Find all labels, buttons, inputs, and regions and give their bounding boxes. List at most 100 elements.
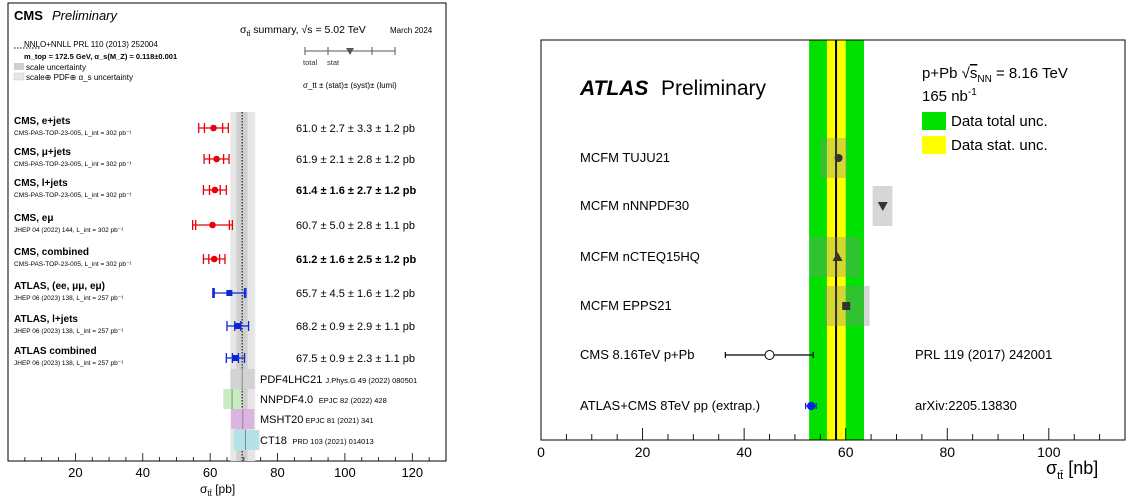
pdf-band-ct18 — [233, 430, 260, 450]
cms-measurements — [191, 123, 250, 363]
measurement-ref-atlas-combined: JHEP 06 (2023) 138, L_int = 257 pb⁻¹ — [14, 360, 124, 367]
cms-measurement-values: 61.0 ± 2.7 ± 3.3 ± 1.2 pb 61.9 ± 2.1 ± 2.… — [296, 123, 417, 365]
theory-legend-line2: m_top = 172.5 GeV, α_s(M_Z) = 0.118±0.00… — [24, 52, 177, 61]
r-x-tick-label-40: 40 — [736, 444, 752, 460]
central-value-marker — [209, 221, 216, 229]
pdf-ref-pdf4lhc21: J.Phys.G 49 (2022) 080501 — [325, 376, 417, 385]
theory-legend-line3: scale uncertainty — [26, 63, 86, 72]
x-tick-label-80: 80 — [270, 465, 284, 480]
measurement-label-atlas-l-jets: ATLAS, l+jets — [14, 314, 78, 325]
measurement-ref-atlas-cms-8tev-pp-extrap: arXiv:2205.13830 — [915, 398, 1017, 413]
atlas-data-bands — [809, 40, 864, 440]
measurement-cms-jets — [203, 154, 230, 164]
key-total-label: total — [303, 58, 318, 67]
prediction-label-mcfm-nnnpdf30: MCFM nNNPDF30 — [580, 198, 689, 213]
prediction-label-mcfm-tuju21: MCFM TUJU21 — [580, 150, 670, 165]
measurement-ref-atlas-ee-e: JHEP 06 (2023) 138, L_int = 257 pb⁻¹ — [14, 295, 124, 302]
measurement-value-cms-jets: 61.9 ± 2.1 ± 2.8 ± 1.2 pb — [296, 154, 415, 166]
measurement-ref-cms-jets: CMS-PAS-TOP-23-005, L_int = 302 pb⁻¹ — [14, 161, 132, 168]
cms-pdf-labels: PDF4LHC21 J.Phys.G 49 (2022) 080501 NNPDF4… — [260, 374, 417, 447]
atlas-title: ATLAS — [579, 77, 648, 100]
atlas-predictions — [724, 138, 893, 411]
prediction-mcfm-nnnpdf30 — [872, 186, 893, 226]
prediction-mcfm-tuju21 — [820, 138, 848, 178]
central-value-marker — [234, 323, 241, 329]
atlas-x-axis-label: σtt̄ [nb] — [1046, 458, 1098, 482]
measurement-value-cms-combined: 61.2 ± 1.6 ± 2.5 ± 1.2 pb — [296, 254, 417, 266]
measurement-cms-e-jets — [198, 123, 229, 133]
r-x-tick-label-100: 100 — [1037, 444, 1061, 460]
measurement-value-cms-e: 60.7 ± 5.0 ± 2.8 ± 1.1 pb — [296, 220, 415, 232]
cms-title: CMS — [14, 8, 43, 23]
central-value-marker — [226, 290, 233, 296]
cms-pdf-bands — [223, 369, 260, 450]
theory-legend-line4: scale⊕ PDF⊕ α_s uncertainty — [26, 73, 133, 82]
atlas-x-axis: 0 20 40 60 80 100 — [537, 428, 1126, 460]
central-value-marker — [213, 155, 220, 163]
measurement-cms-e — [191, 220, 234, 230]
error-bar-key: total stat — [303, 47, 396, 67]
atlas-prediction-labels: MCFM TUJU21 MCFM nNNPDF30 MCFM nCTEQ15HQ MC… — [580, 150, 1052, 413]
measurement-cms-combined — [202, 254, 226, 264]
measurement-ref-cms-e-jets: CMS-PAS-TOP-23-005, L_int = 302 pb⁻¹ — [14, 130, 132, 137]
prediction-marker — [877, 202, 888, 211]
value-marker — [806, 401, 816, 411]
x-tick-label-120: 120 — [401, 465, 423, 480]
atlas-system-label: p+Pb √sNN = 8.16 TeV — [922, 65, 1068, 85]
pdf-ref-msht20: EPJC 81 (2021) 341 — [306, 416, 374, 425]
measurement-label-cms-8-16tev-p-pb: CMS 8.16TeV p+Pb — [580, 347, 695, 362]
legend-stat-swatch — [922, 136, 946, 154]
pdf-band-msht20 — [231, 409, 255, 429]
measurement-atlas-ee-e — [212, 288, 247, 298]
measurement-atlas-combined — [225, 353, 246, 363]
r-x-tick-label-0: 0 — [537, 444, 545, 460]
prediction-uncertainty-box — [820, 138, 848, 178]
measurement-label-atlas-combined: ATLAS combined — [14, 346, 97, 357]
r-x-tick-label-60: 60 — [838, 444, 854, 460]
prediction-label-mcfm-epps21: MCFM EPPS21 — [580, 298, 672, 313]
central-value-marker — [232, 355, 239, 361]
cms-subtitle: Preliminary — [52, 8, 119, 23]
atlas-lumi-label: 165 nb-1 — [922, 87, 977, 105]
pdf-name-pdf4lhc21: PDF4LHC21 — [260, 374, 322, 386]
r-x-tick-label-20: 20 — [635, 444, 651, 460]
pdf-ref-nnpdf4-0: EPJC 82 (2022) 428 — [319, 396, 387, 405]
measurement-value-cms-e-jets: 61.0 ± 2.7 ± 3.3 ± 1.2 pb — [296, 123, 415, 135]
prediction-marker — [834, 154, 843, 162]
measurement-label-cms-e-jets: CMS, e+jets — [14, 116, 71, 127]
measurement-label-cms-combined: CMS, combined — [14, 247, 89, 258]
legend-total-label: Data total unc. — [951, 113, 1048, 130]
legend-stat-label: Data stat. unc. — [951, 137, 1048, 154]
prediction-label-mcfm-ncteq15hq: MCFM nCTEQ15HQ — [580, 249, 700, 264]
measurement-ref-cms-8-16tev-p-pb: PRL 119 (2017) 242001 — [915, 347, 1052, 362]
cms-summary-title: σtt̄ summary, √s = 5.02 TeV — [240, 24, 366, 38]
measurement-value-atlas-l-jets: 68.2 ± 0.9 ± 2.9 ± 1.1 pb — [296, 321, 415, 333]
measurement-value-atlas-combined: 67.5 ± 0.9 ± 2.3 ± 1.1 pb — [296, 353, 415, 365]
measurement-label-cms-l-jets: CMS, l+jets — [14, 178, 68, 189]
measurement-label-atlas-ee-e: ATLAS, (ee, μμ, eμ) — [14, 281, 105, 292]
pdf-name-msht20: MSHT20 — [260, 414, 303, 426]
cms-summary-chart: 20 40 60 80 100 120 CMS Preliminary σtt̄ summ… — [7, 2, 447, 498]
full-uncertainty-swatch — [13, 72, 25, 81]
pdf-name-nnpdf4-0: NNPDF4.0 — [260, 394, 313, 406]
x-tick-label-60: 60 — [203, 465, 217, 480]
measurement-cms-8-16tev-p-pb — [724, 350, 814, 360]
measurement-ref-atlas-l-jets: JHEP 06 (2023) 138, L_int = 257 pb⁻¹ — [14, 328, 124, 335]
key-format-label: σ_tt ± (stat)± (syst)± (lumi) — [303, 81, 397, 90]
pdf-name-ct18: CT18 — [260, 435, 287, 447]
x-tick-label-20: 20 — [68, 465, 82, 480]
measurement-atlas-cms-8tev-pp-extrap — [804, 401, 817, 411]
measurement-value-cms-l-jets: 61.4 ± 1.6 ± 2.7 ± 1.2 pb — [296, 185, 417, 197]
pdf-ref-ct18: PRD 103 (2021) 014013 — [292, 437, 373, 446]
cms-x-axis-label: σtt̄ [pb] — [200, 482, 235, 498]
measurement-label-cms-jets: CMS, μ+jets — [14, 147, 71, 158]
measurement-label-atlas-cms-8tev-pp-extrap: ATLAS+CMS 8TeV pp (extrap.) — [580, 398, 760, 413]
measurement-value-atlas-ee-e: 65.7 ± 4.5 ± 1.6 ± 1.2 pb — [296, 288, 415, 300]
measurement-atlas-l-jets — [226, 321, 250, 331]
scale-uncertainty-swatch — [14, 63, 24, 70]
value-marker — [764, 350, 775, 360]
atlas-subtitle: Preliminary — [661, 77, 767, 100]
pdf-band-rect — [233, 430, 260, 450]
legend-total-swatch — [922, 112, 946, 130]
